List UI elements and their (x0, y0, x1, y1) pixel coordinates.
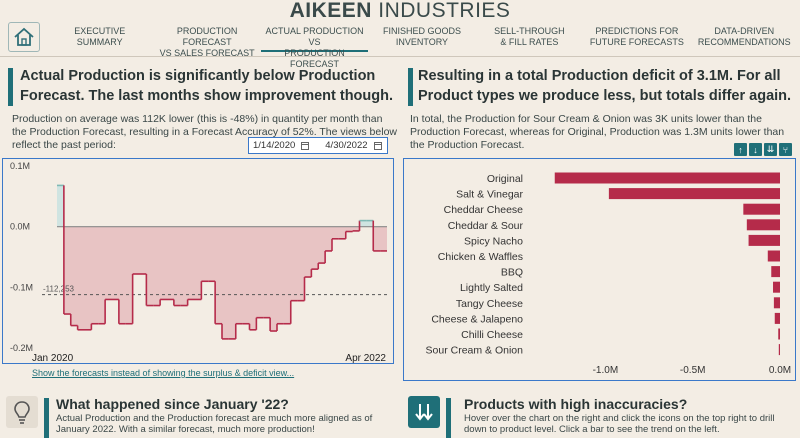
brand-rest: INDUSTRIES (371, 0, 511, 22)
deficit-area (57, 226, 387, 339)
x-tick-label: 0.0M (769, 365, 791, 376)
bar-label: Lightly Salted (460, 282, 523, 294)
bar-label: Tangy Cheese (456, 298, 523, 310)
tab-predictions[interactable]: Predictions for Future Forecasts (583, 22, 690, 52)
brand-title: AIKEEN INDUSTRIES (0, 0, 800, 22)
trend-chart-frame (2, 158, 394, 364)
bar-label: Salt & Vinegar (456, 189, 523, 201)
calendar-icon[interactable] (301, 141, 310, 150)
bar-label: Chicken & Waffles (438, 251, 523, 263)
tab-line1: Data-Driven (714, 26, 775, 36)
bar (748, 234, 780, 246)
tab-actual-vs-forecast[interactable]: Actual Production vs Production Forecast (260, 22, 369, 69)
left-panel-title: Actual Production is significantly below… (20, 68, 394, 104)
bar (743, 203, 780, 215)
bottom-right-accent-bar (446, 398, 451, 438)
bar (554, 172, 780, 184)
tab-line2: Summary (76, 37, 123, 47)
expand-all-button[interactable]: ⇊ (764, 143, 777, 156)
y-tick-label: 0.0M (10, 222, 30, 232)
bar-label: Cheese & Jalapeno (431, 313, 523, 325)
bottom-right-description: Hover over the chart on the right and cl… (464, 413, 775, 435)
drill-icon-box (408, 396, 440, 428)
tab-line1: Actual Production vs (265, 26, 364, 47)
date-start[interactable]: 1/14/2020 (253, 140, 296, 151)
x-tick-label: -1.0M (593, 365, 619, 376)
arrow-up-icon: ↑ (738, 144, 743, 155)
tab-line1: Finished Goods (382, 26, 461, 36)
bar (746, 219, 780, 231)
trend-chart[interactable]: 0.1M 0.0M -0.1M -0.2M -112,253 Jan 2020 Apr 20… (2, 158, 394, 364)
tab-line1: Executive (74, 26, 126, 36)
tab-recommendations[interactable]: Data-Driven Recommendations (691, 22, 798, 52)
fork-icon: ⑂ (782, 144, 789, 155)
tab-line1: Predictions for (595, 26, 679, 36)
brand-bold: AIKEEN (289, 0, 372, 22)
right-panel-description: In total, the Production for Sour Cream … (410, 113, 785, 151)
tab-executive-summary[interactable]: Executive Summary (46, 22, 153, 52)
bar-label: Chilli Cheese (461, 329, 523, 341)
bar (773, 281, 780, 293)
bar-label: Cheddar Cheese (444, 204, 524, 216)
tab-production-vs-sales[interactable]: Production Forecast vs Sales Forecast (153, 22, 260, 58)
double-arrow-down-icon (415, 404, 433, 421)
x-tick-label: -0.5M (680, 365, 706, 376)
bottom-right-title: Products with high inaccuracies? (464, 396, 688, 412)
tab-sell-through[interactable]: Sell-Through & Fill Rates (476, 22, 583, 52)
bar (771, 266, 780, 278)
arrow-down-icon: ↓ (753, 144, 758, 155)
tab-line1: Sell-Through (494, 26, 565, 36)
bar (774, 312, 780, 324)
bar-label: Cheddar & Sour (448, 220, 524, 232)
show-forecasts-link[interactable]: Show the forecasts instead of showing th… (32, 368, 295, 378)
y-tick-label: 0.1M (10, 161, 30, 171)
right-accent-bar (408, 68, 413, 106)
bar-label: BBQ (501, 267, 523, 279)
drill-up-button[interactable]: ↑ (734, 143, 747, 156)
bar (773, 297, 780, 309)
bar-label: Spicy Nacho (464, 235, 523, 247)
bar-label: Sour Cream & Onion (426, 345, 524, 357)
tab-line2: vs Sales Forecast (159, 48, 255, 58)
bar-label: Original (487, 173, 523, 185)
left-panel-description: Production on average was 112K lower (th… (12, 113, 397, 151)
main-nav: Executive Summary Production Forecast vs S… (46, 22, 798, 69)
tab-line2: Production Forecast (284, 48, 345, 69)
calendar-icon[interactable] (373, 141, 382, 150)
bar (767, 250, 780, 262)
tab-line1: Production Forecast (176, 26, 238, 47)
header-divider (0, 56, 800, 57)
y-tick-label: -0.1M (10, 282, 33, 292)
home-button[interactable] (8, 22, 40, 52)
bar (778, 328, 780, 340)
idea-icon-box (6, 396, 38, 428)
product-bar-chart[interactable]: Original Salt & Vinegar Cheddar Cheese Ched… (403, 158, 796, 381)
left-accent-bar (8, 68, 13, 106)
right-panel-title: Resulting in a total Production deficit … (418, 68, 792, 104)
bar (608, 188, 780, 200)
bar-chart-frame (403, 158, 796, 381)
bottom-left-description: Actual Production and the Production for… (56, 413, 373, 435)
bottom-left-title: What happened since January '22? (56, 396, 289, 412)
tab-line2: Inventory (395, 37, 449, 47)
double-arrow-down-icon: ⇊ (766, 144, 775, 154)
average-label: -112,253 (43, 285, 75, 294)
x-end-label: Apr 2022 (345, 353, 386, 364)
drill-down-button[interactable]: ↓ (749, 143, 762, 156)
tab-line2: Future Forecasts (589, 37, 684, 47)
bar (778, 344, 780, 356)
date-range-picker[interactable]: 1/14/2020 4/30/2022 (248, 137, 388, 154)
home-icon (14, 27, 34, 46)
lightbulb-icon (14, 401, 30, 424)
tab-line2: Recommendations (697, 37, 791, 47)
y-tick-label: -0.2M (10, 343, 33, 353)
date-end[interactable]: 4/30/2022 (325, 140, 368, 151)
expand-hierarchy-button[interactable]: ⑂ (779, 143, 792, 156)
tab-line2: & Fill Rates (500, 37, 559, 47)
surplus-area (57, 185, 387, 227)
x-start-label: Jan 2020 (32, 353, 74, 364)
tab-finished-goods[interactable]: Finished Goods Inventory (368, 22, 475, 52)
bottom-left-accent-bar (44, 398, 49, 438)
